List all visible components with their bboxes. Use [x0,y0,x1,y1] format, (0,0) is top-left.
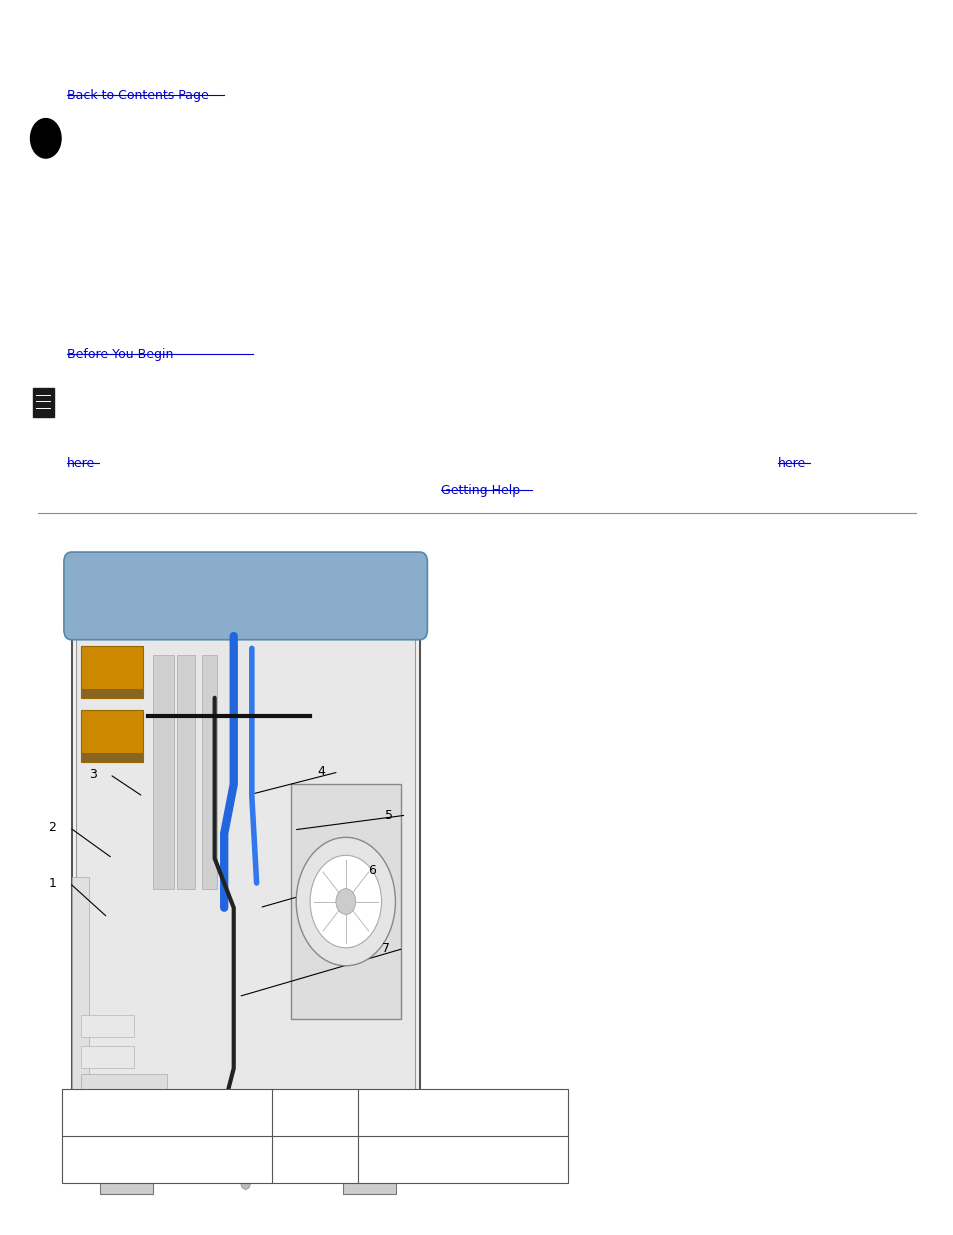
Bar [343,1179,395,1194]
Text: 6: 6 [368,864,375,877]
Bar [100,1179,152,1194]
Text: Back to Contents Page: Back to Contents Page [67,89,209,103]
Circle shape [335,889,355,914]
FancyBboxPatch shape [33,388,54,417]
Text: Before You Begin: Before You Begin [67,348,173,362]
Text: 3: 3 [89,768,96,781]
Bar [81,646,143,698]
Bar [152,655,173,889]
Text: 1: 1 [49,877,56,889]
Bar [62,1089,567,1183]
FancyBboxPatch shape [64,552,427,640]
Bar [81,689,143,698]
Bar [81,753,143,762]
Text: here: here [777,457,805,471]
Text: 5: 5 [385,809,393,821]
Text: Getting Help: Getting Help [440,484,519,498]
Bar [202,655,216,889]
Bar [81,1046,133,1068]
Text: 4: 4 [317,766,325,778]
Text: here: here [67,457,95,471]
Bar [81,1015,133,1037]
Circle shape [30,119,61,158]
Bar [81,1077,133,1099]
Circle shape [310,856,381,947]
Bar [291,784,400,1019]
Bar [71,877,89,1155]
Text: 7: 7 [382,942,390,955]
Bar [177,655,194,889]
Text: 2: 2 [49,821,56,834]
Bar [81,1108,133,1130]
Bar [71,562,419,1179]
Bar [76,630,415,1167]
Circle shape [240,1177,250,1189]
Bar [81,1074,167,1155]
Circle shape [295,837,395,966]
Bar [81,710,143,762]
